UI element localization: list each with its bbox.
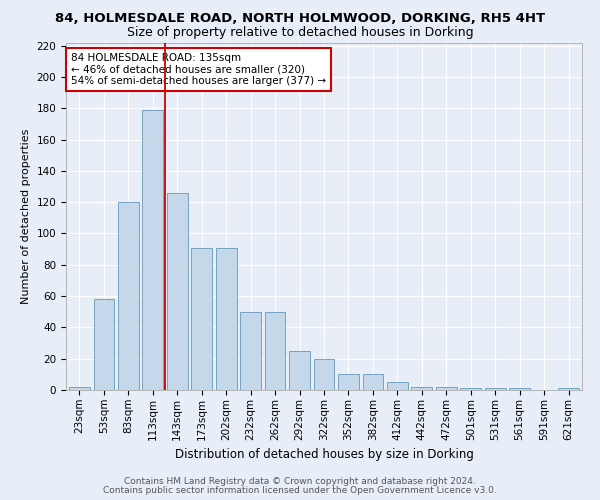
Bar (338, 374, 359, 390)
Bar (558, 388, 579, 390)
Bar (142, 110, 163, 390)
Bar (167, 193, 188, 390)
Bar (460, 388, 481, 390)
Bar (314, 358, 334, 390)
Text: 84, HOLMESDALE ROAD, NORTH HOLMWOOD, DORKING, RH5 4HT: 84, HOLMESDALE ROAD, NORTH HOLMWOOD, DOR… (55, 12, 545, 26)
Bar (509, 388, 530, 390)
X-axis label: Distribution of detached houses by size in Dorking: Distribution of detached houses by size … (175, 448, 473, 461)
Bar (216, 248, 236, 390)
Text: Contains public sector information licensed under the Open Government Licence v3: Contains public sector information licen… (103, 486, 497, 495)
Bar (289, 351, 310, 390)
Bar (94, 299, 114, 390)
Bar (240, 312, 261, 390)
Bar (118, 202, 139, 390)
Text: Contains HM Land Registry data © Crown copyright and database right 2024.: Contains HM Land Registry data © Crown c… (124, 477, 476, 486)
Bar (362, 374, 383, 390)
Bar (436, 387, 457, 390)
Text: 84 HOLMESDALE ROAD: 135sqm
← 46% of detached houses are smaller (320)
54% of sem: 84 HOLMESDALE ROAD: 135sqm ← 46% of deta… (71, 53, 326, 86)
Bar (485, 388, 506, 390)
Bar (265, 312, 286, 390)
Bar (69, 387, 90, 390)
Bar (191, 248, 212, 390)
Y-axis label: Number of detached properties: Number of detached properties (21, 128, 31, 304)
Bar (387, 382, 408, 390)
Bar (412, 387, 432, 390)
Text: Size of property relative to detached houses in Dorking: Size of property relative to detached ho… (127, 26, 473, 39)
